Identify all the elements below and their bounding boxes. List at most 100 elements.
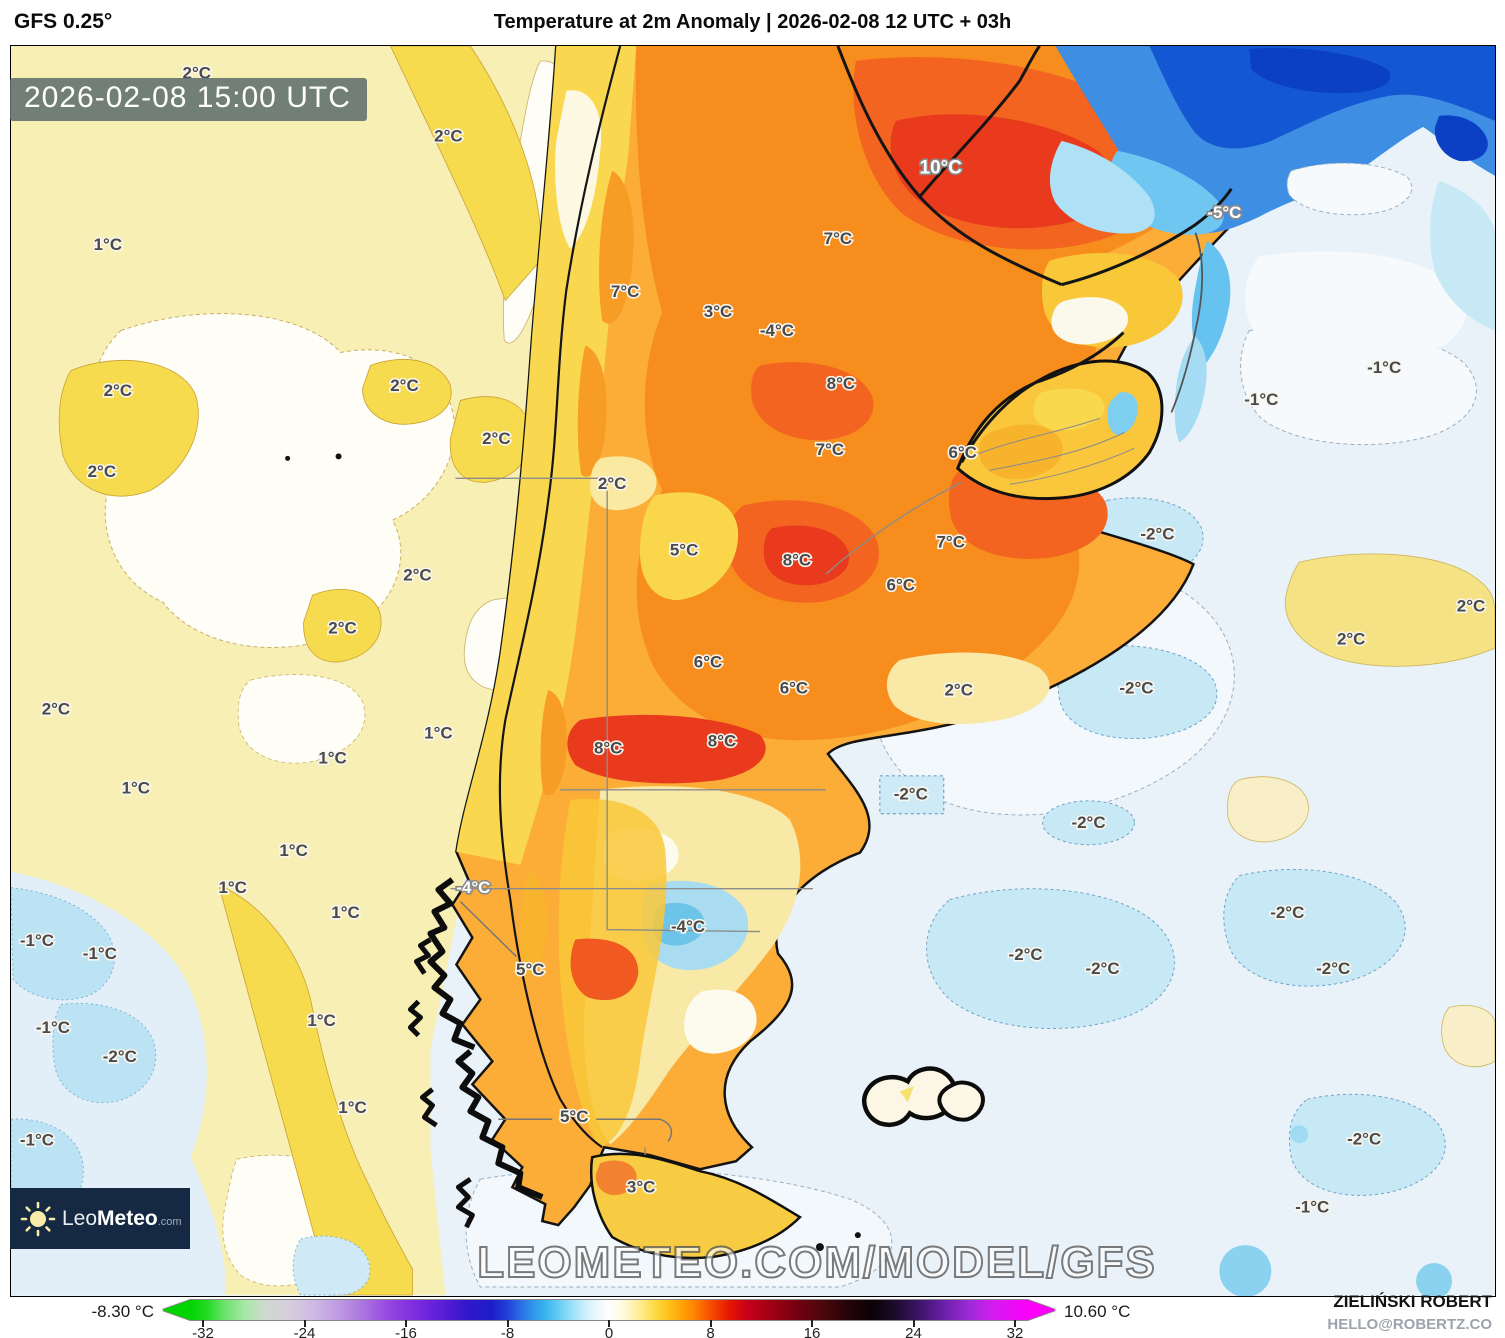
colorbar-gradient <box>190 1300 1028 1320</box>
temp-anomaly-label: 2°C <box>328 619 356 638</box>
model-label: GFS 0.25° <box>14 10 113 33</box>
temp-anomaly-label: 10°C <box>920 157 963 178</box>
country-borders <box>498 46 1233 1149</box>
map-canvas: 2°C 2°C 1°C 7°C 3°C -4°C 10°C 7°C -5°C 8°C 7°C 6°C -… <box>11 46 1495 1296</box>
temp-anomaly-label: 1°C <box>424 723 452 742</box>
temp-anomaly-label: 6°C <box>780 678 808 697</box>
colorbar-tick <box>811 1320 813 1327</box>
temp-anomaly-label: 1°C <box>122 778 150 797</box>
colorbar-right-arrow <box>1028 1300 1056 1320</box>
logo-wordmark: LeoMeteo.com <box>62 1206 182 1230</box>
fjord-coastline <box>407 877 544 1229</box>
map-labels: 2°C 2°C 1°C 7°C 3°C -4°C 10°C 7°C -5°C 8°C 7°C 6°C -… <box>18 62 1487 1218</box>
temp-anomaly-label: 7°C <box>936 533 964 552</box>
timestamp-overlay: 2026-02-08 15:00 UTC <box>10 78 367 121</box>
colorbar-tick <box>1014 1320 1016 1327</box>
temp-anomaly-label: 3°C <box>627 1178 655 1197</box>
temp-anomaly-label: -2°C <box>1071 813 1105 832</box>
temp-anomaly-label: 3°C <box>704 302 732 321</box>
temp-anomaly-label: 2°C <box>390 376 418 395</box>
temp-anomaly-label: -1°C <box>1295 1198 1329 1217</box>
colorbar <box>162 1300 1056 1320</box>
sun-icon <box>20 1201 56 1236</box>
colorbar-tick <box>303 1320 306 1327</box>
temp-anomaly-label: 2°C <box>403 566 431 585</box>
colorbar-tick-label: 24 <box>905 1325 922 1338</box>
temp-anomaly-label: 7°C <box>824 229 852 248</box>
colorbar-tick <box>405 1320 407 1327</box>
temp-anomaly-label: -4°C <box>456 878 490 897</box>
temp-anomaly-label: 2°C <box>42 699 70 718</box>
contact-credit: HELLO@ROBERTZ.CO <box>1327 1316 1492 1333</box>
temp-anomaly-label: 2°C <box>434 126 462 145</box>
colorbar-max-value: 10.60 °C <box>1064 1302 1131 1321</box>
pacific-anomaly-field <box>11 46 601 1296</box>
temp-anomaly-label: -2°C <box>103 1047 137 1066</box>
temp-anomaly-label: 8°C <box>827 374 855 393</box>
temp-anomaly-label: -2°C <box>1119 678 1153 697</box>
colorbar-tick-label: 0 <box>604 1325 614 1338</box>
temp-anomaly-label: 5°C <box>560 1107 588 1126</box>
temp-anomaly-label: -2°C <box>1316 959 1350 978</box>
anomaly-map: 2°C 2°C 1°C 7°C 3°C -4°C 10°C 7°C -5°C 8°C 7°C 6°C -… <box>10 45 1496 1297</box>
temp-anomaly-label: 2°C <box>88 462 116 481</box>
temp-anomaly-label: 1°C <box>307 1011 335 1030</box>
temp-anomaly-label: 6°C <box>887 576 915 595</box>
temp-anomaly-label: 5°C <box>670 541 698 560</box>
temp-anomaly-label: 2°C <box>1337 630 1365 649</box>
temp-anomaly-label: -2°C <box>1085 959 1119 978</box>
temp-anomaly-label: 7°C <box>611 282 639 301</box>
leometeo-logo: LeoMeteo.com <box>10 1188 190 1249</box>
temp-anomaly-label: -1°C <box>83 944 117 963</box>
falkland-islands <box>862 1066 985 1128</box>
colorbar-min-value: -8.30 °C <box>91 1302 154 1321</box>
temp-anomaly-label: -1°C <box>20 931 54 950</box>
temp-anomaly-label: 1°C <box>338 1098 366 1117</box>
continent-anomaly-shading <box>456 46 1495 1148</box>
temp-anomaly-label: 2°C <box>598 474 626 493</box>
temp-anomaly-label: 1°C <box>94 235 122 254</box>
temp-anomaly-label: -2°C <box>1347 1130 1381 1149</box>
temp-anomaly-label: 1°C <box>218 878 246 897</box>
temp-anomaly-label: 1°C <box>318 748 346 767</box>
temp-anomaly-label: -1°C <box>20 1131 54 1150</box>
colorbar-tick <box>506 1320 509 1327</box>
temp-anomaly-label: -2°C <box>1270 903 1304 922</box>
colorbar-tick <box>202 1320 204 1327</box>
colorbar-tick <box>709 1320 712 1327</box>
tierra-del-fuego <box>589 1152 861 1260</box>
colorbar-left-arrow <box>162 1300 190 1320</box>
colorbar-tick-label: 8 <box>706 1325 715 1338</box>
temp-anomaly-label: 2°C <box>482 429 510 448</box>
temp-anomaly-label: -1°C <box>1367 358 1401 377</box>
colorbar-tick <box>608 1320 610 1327</box>
colorbar-tick-label: -32 <box>192 1325 214 1338</box>
temp-anomaly-label: 5°C <box>516 960 544 979</box>
colorbar-tick-label: 32 <box>1006 1325 1024 1338</box>
colorbar-tick-label: 16 <box>803 1325 821 1338</box>
temp-anomaly-label: -2°C <box>1009 945 1043 964</box>
temp-anomaly-label: 2°C <box>1457 597 1485 616</box>
temp-anomaly-label: -4°C <box>760 321 794 340</box>
temp-anomaly-label: 1°C <box>279 841 307 860</box>
temp-anomaly-label: 8°C <box>708 731 736 750</box>
temp-anomaly-label: 7°C <box>816 440 844 459</box>
page-title: Temperature at 2m Anomaly | 2026-02-08 1… <box>493 11 1012 33</box>
watermark: LEOMETEO.COM/MODEL/GFS <box>476 1237 1157 1288</box>
temp-anomaly-label: 6°C <box>694 653 722 672</box>
colorbar-tick-label: -24 <box>293 1325 316 1338</box>
temp-anomaly-label: -1°C <box>36 1018 70 1037</box>
temp-anomaly-label: 2°C <box>104 381 132 400</box>
temp-anomaly-label: 8°C <box>594 738 622 757</box>
temp-anomaly-label: 1°C <box>331 903 359 922</box>
temp-anomaly-label: -2°C <box>894 784 928 803</box>
author-credit: ZIELIŃSKI ROBERT <box>1333 1292 1492 1311</box>
temp-anomaly-label: -4°C <box>671 917 705 936</box>
colorbar-tick <box>912 1320 915 1327</box>
temp-anomaly-label: -2°C <box>1140 525 1174 544</box>
colorbar-tick-label: -8 <box>500 1325 515 1338</box>
temp-anomaly-label: 2°C <box>944 680 972 699</box>
colorbar-tick-label: -16 <box>395 1325 417 1338</box>
temp-anomaly-label: -1°C <box>1244 390 1278 409</box>
